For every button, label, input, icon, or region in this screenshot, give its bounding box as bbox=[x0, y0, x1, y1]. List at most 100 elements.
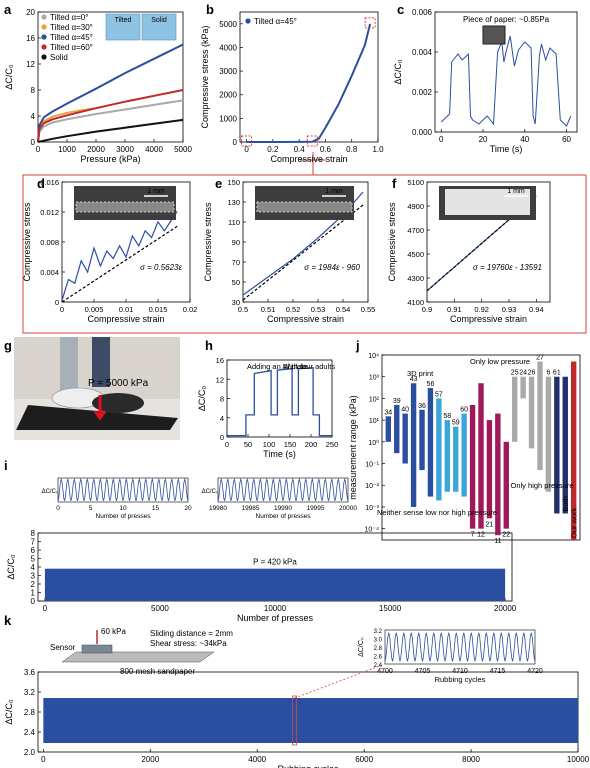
y-tick-label: 90 bbox=[232, 238, 240, 247]
bar-label-6: 57 bbox=[435, 391, 443, 398]
y-tick-label: 6 bbox=[31, 546, 36, 555]
x-tick-label: 0 bbox=[439, 135, 444, 144]
y-tick-label: 5 bbox=[31, 555, 36, 564]
annotation-load: 60 kPa bbox=[101, 627, 126, 636]
y-tick-label: 7 bbox=[31, 538, 36, 547]
series-line-1 bbox=[242, 204, 364, 301]
inset-y-tick-label: 2.6 bbox=[374, 655, 383, 661]
inset-x-tick-label: 19980 bbox=[209, 505, 227, 512]
panel-letter-e: e bbox=[215, 176, 222, 191]
group-label-neither: Neither sense low nor high pressure bbox=[377, 508, 497, 517]
bar-label-4: 36 bbox=[418, 403, 426, 410]
y-tick-label: 2.4 bbox=[24, 728, 36, 737]
annotation-sensor: Sensor bbox=[50, 643, 76, 652]
y-tick-label: 0.016 bbox=[40, 178, 59, 187]
bar-label-3: 43 bbox=[410, 376, 418, 383]
x-axis-label: Pressure (kPa) bbox=[80, 154, 140, 164]
legend-marker bbox=[41, 34, 47, 40]
inset-label-solid: Solid bbox=[151, 17, 167, 24]
bar-20 bbox=[554, 376, 560, 514]
scale-bar-label: 1 mm bbox=[507, 188, 525, 195]
x-tick-label: 10000 bbox=[264, 604, 287, 613]
x-axis-label: Rubbing cycles bbox=[277, 764, 339, 768]
y-tick-label: 10⁰ bbox=[368, 439, 379, 447]
y-tick-label: 10⁻² bbox=[365, 483, 379, 490]
y-tick-label: 0.000 bbox=[412, 128, 433, 137]
bar-5 bbox=[427, 388, 434, 497]
bar-22 bbox=[570, 361, 577, 540]
y-tick-label: 4 bbox=[31, 563, 36, 572]
series-line-0 bbox=[440, 35, 572, 127]
x-tick-label: 0.02 bbox=[183, 305, 198, 314]
x-tick-label: 15000 bbox=[379, 604, 402, 613]
x-tick-label: 0.6 bbox=[320, 145, 332, 154]
inset-y-label: ΔC/C₀ bbox=[202, 489, 219, 495]
y-tick-label: 3.2 bbox=[24, 688, 36, 697]
inset-x-tick-label: 4715 bbox=[490, 668, 506, 675]
y-axis-label: ΔC/C₀ bbox=[4, 699, 14, 725]
series-line-0 bbox=[61, 210, 178, 301]
legend-label: Tilted α=45° bbox=[254, 17, 297, 26]
scale-bar-label: 1 mm bbox=[147, 188, 165, 195]
bar-label-9: 60 bbox=[460, 407, 468, 414]
y-tick-label: 5100 bbox=[407, 178, 424, 187]
annotation-shear: Shear stress: ~34kPa bbox=[150, 639, 227, 648]
x-tick-label: 0 bbox=[244, 145, 249, 154]
y-tick-label: 3 bbox=[31, 572, 36, 581]
rubbing-band bbox=[43, 698, 578, 743]
y-tick-label: 110 bbox=[228, 218, 240, 227]
y-tick-label: 8 bbox=[31, 529, 36, 538]
chart-e: 0.5 0.51 0.52 0.53 0.54 0.55 30 50 70 90 110 130 150… bbox=[203, 178, 375, 324]
bar-label-20: 61 bbox=[553, 370, 561, 377]
bar-label-2: 40 bbox=[401, 407, 409, 414]
panel-letter-b: b bbox=[206, 2, 214, 17]
y-axis-label: Compressive stress bbox=[22, 202, 32, 282]
panel-letter-j: j bbox=[355, 338, 360, 353]
y-axis-label: Compressive stress (kPa) bbox=[200, 25, 210, 128]
chart-k: 0 2000 4000 6000 8000 10000 2.0 2.4 2.8 3.2 3.6 Rub… bbox=[4, 627, 590, 768]
y-axis-label: ΔC/C₀ bbox=[4, 64, 14, 90]
x-tick-label: 6000 bbox=[355, 755, 373, 764]
inset-0-frame bbox=[57, 477, 189, 503]
x-axis-label: Compressive strain bbox=[270, 154, 347, 164]
y-tick-label: 0.006 bbox=[412, 8, 433, 17]
photo-g-label: P = 5000 kPa bbox=[88, 378, 149, 389]
y-tick-label: 2.0 bbox=[24, 748, 36, 757]
group-label-high: Only high pressure bbox=[511, 481, 574, 490]
y-tick-label: 3000 bbox=[219, 67, 237, 76]
panel-letter-k: k bbox=[4, 613, 12, 628]
chart-a: 0 1000 2000 3000 4000 5000 0 4 8 12 16 20 Pressure (… bbox=[4, 8, 192, 164]
y-tick-label: 16 bbox=[216, 356, 224, 365]
y-tick-label: 0.004 bbox=[412, 48, 433, 57]
bar-label-1: 39 bbox=[393, 398, 401, 405]
annotation: Piece of paper: ~0.85Pa bbox=[463, 15, 550, 24]
y-axis-label: ΔC/C₀ bbox=[197, 386, 207, 412]
inset-x-tick-label: 19985 bbox=[241, 505, 259, 512]
legend-label: Tilted α=60° bbox=[50, 43, 93, 52]
legend-marker bbox=[41, 24, 47, 30]
y-tick-label: 1000 bbox=[219, 114, 237, 123]
plot-frame bbox=[434, 11, 578, 133]
bar-15 bbox=[512, 376, 518, 442]
bar-label-16: 24 bbox=[519, 370, 527, 377]
micrograph-lattice bbox=[256, 201, 353, 213]
inset-x-tick-label: 19990 bbox=[274, 505, 292, 512]
x-axis-label: Time (s) bbox=[263, 449, 296, 459]
bar-label-7: 58 bbox=[443, 413, 451, 420]
inset-tilted bbox=[105, 13, 141, 41]
plot-frame bbox=[226, 359, 333, 438]
series-line-0 bbox=[227, 367, 332, 437]
y-tick-label: 20 bbox=[26, 8, 35, 17]
x-tick-label: 0.9 bbox=[422, 305, 432, 314]
panel-letter-c: c bbox=[397, 2, 404, 17]
y-tick-label: 0.004 bbox=[40, 268, 59, 277]
bar-3 bbox=[410, 383, 417, 507]
panel-letter-d: d bbox=[37, 176, 45, 191]
y-tick-label: 4100 bbox=[407, 298, 424, 307]
y-tick-label: 10³ bbox=[369, 375, 380, 382]
x-tick-label: 50 bbox=[244, 440, 252, 449]
panel-letter-a: a bbox=[4, 2, 12, 17]
sensor-shape bbox=[81, 644, 113, 654]
x-tick-label: 2000 bbox=[87, 145, 105, 154]
x-tick-label: 0 bbox=[41, 755, 46, 764]
